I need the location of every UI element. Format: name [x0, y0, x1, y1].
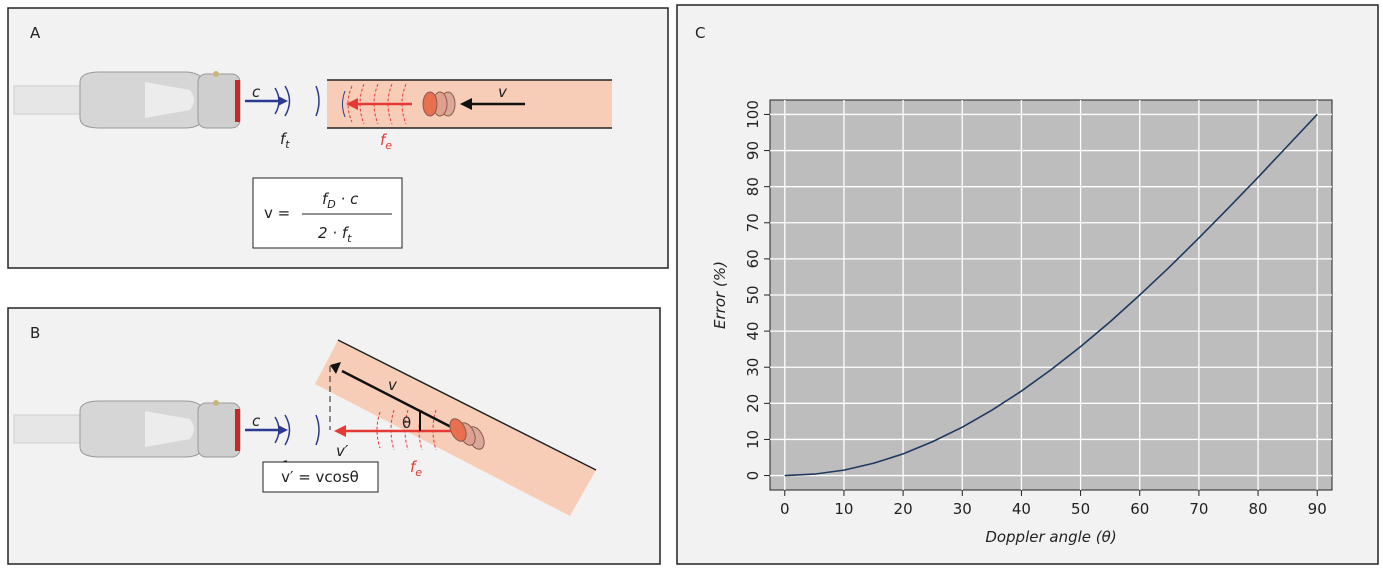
x-tick-label: 0 — [780, 500, 790, 518]
x-tick-label: 10 — [834, 500, 853, 518]
x-tick-label: 70 — [1189, 500, 1208, 518]
y-tick-label: 40 — [744, 322, 762, 341]
label: e — [415, 466, 422, 479]
formula: · c — [336, 190, 359, 208]
formula: D — [327, 198, 335, 211]
formula: 2 · — [318, 224, 342, 242]
y-tick-label: 100 — [744, 100, 762, 129]
page: {"panel_a": {"label": "A", "c": "c", "ft… — [0, 0, 1383, 568]
y-tick-label: 0 — [744, 471, 762, 481]
y-axis-label: Error (%) — [711, 261, 729, 329]
x-tick-label: 50 — [1071, 500, 1090, 518]
label: c — [252, 83, 261, 101]
y-tick-label: 80 — [744, 177, 762, 196]
formula: t — [347, 232, 352, 245]
y-tick-label: 70 — [744, 213, 762, 232]
label: v′ — [336, 442, 349, 460]
x-axis-label: Doppler angle (θ) — [985, 528, 1116, 546]
label: θ — [402, 414, 411, 432]
panel-label: A — [30, 24, 41, 42]
label: c — [252, 412, 261, 430]
label: t — [285, 138, 290, 151]
panel-label: C — [695, 24, 705, 42]
x-tick-label: 40 — [1012, 500, 1031, 518]
y-tick-label: 50 — [744, 285, 762, 304]
figure: A c ft fe v v = fD · c 2 · ft B c f — [0, 0, 1383, 568]
y-tick-label: 30 — [744, 358, 762, 377]
panel-label: B — [30, 324, 40, 342]
x-tick-label: 30 — [953, 500, 972, 518]
x-tick-label: 90 — [1308, 500, 1327, 518]
y-tick-label: 90 — [744, 141, 762, 160]
label: e — [385, 139, 392, 152]
formula: v′ = vcosθ — [281, 468, 359, 486]
label: v — [388, 376, 398, 394]
y-tick-label: 10 — [744, 430, 762, 449]
plot: 0 10 20 30 40 50 60 70 80 90 0 10 20 30 40 50 60 70 80 90 10… — [711, 100, 1332, 546]
label: v — [498, 83, 508, 101]
x-tick-label: 80 — [1249, 500, 1268, 518]
x-tick-label: 20 — [894, 500, 913, 518]
x-tick-label: 60 — [1130, 500, 1149, 518]
formula: 2 · ft — [318, 224, 352, 245]
formula: v = — [264, 204, 290, 222]
y-tick-label: 20 — [744, 394, 762, 413]
y-tick-label: 60 — [744, 249, 762, 268]
particle — [423, 92, 455, 116]
